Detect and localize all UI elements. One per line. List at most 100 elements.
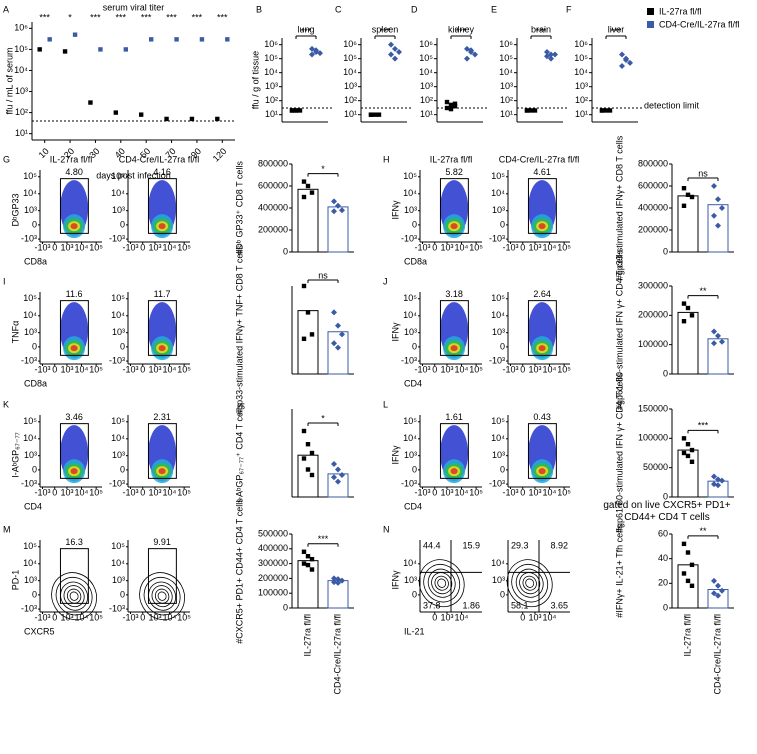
- flow-tick-label: 10⁵: [177, 364, 191, 374]
- flow-tick-label: 0: [500, 589, 505, 599]
- contour: [69, 591, 79, 601]
- significance: ***: [301, 26, 312, 36]
- data-point: [689, 459, 695, 464]
- flow-tick-label: -10³: [414, 364, 430, 374]
- flow-tick-label: -10³: [21, 233, 37, 243]
- contour: [525, 578, 535, 588]
- y-tick-label: 10³: [265, 81, 278, 91]
- data-point: [339, 207, 345, 214]
- y-tick-label: 400000: [258, 202, 288, 212]
- data-point: [392, 45, 398, 52]
- chart-title: kidney: [448, 24, 475, 34]
- flow-x-label: CD8a: [24, 378, 47, 388]
- data-point: [715, 222, 721, 229]
- flow-tick-label: -10³: [401, 233, 417, 243]
- data-point: [189, 116, 195, 122]
- flow-tick-label: -10³: [489, 233, 505, 243]
- y-tick-label: 10⁵: [343, 53, 357, 63]
- data-point: [309, 567, 315, 572]
- y-tick-label: 100000: [258, 588, 288, 598]
- flow-tick-label: 10⁴: [75, 612, 89, 622]
- density: [158, 468, 166, 475]
- flow-tick-label: -10³: [21, 478, 37, 488]
- y-tick-label: 10²: [265, 95, 278, 105]
- y-tick-label: 0: [663, 246, 668, 256]
- data-point: [305, 562, 311, 568]
- data-point: [335, 344, 341, 351]
- data-point: [689, 583, 695, 588]
- data-point: [711, 590, 717, 597]
- y-axis-label: I-AᵇGP₆₇₋₇₇⁺ CD4 T cells: [234, 403, 244, 502]
- flow-tick-label: -10³: [109, 478, 125, 488]
- flow-tick-label: 10⁴: [163, 242, 177, 252]
- flow-tick-label: 10⁵: [177, 612, 191, 622]
- gate-label: 4.80: [65, 167, 83, 177]
- panel-letter: M: [3, 524, 11, 534]
- data-point: [711, 577, 717, 584]
- y-tick-label: 150000: [638, 403, 668, 413]
- flow-tick-label: 10⁴: [491, 433, 505, 443]
- y-tick-label: 100000: [638, 433, 668, 443]
- data-point: [472, 51, 478, 58]
- y-tick-label: 10⁶: [499, 39, 513, 49]
- flow-tick-label: 10⁵: [111, 171, 125, 181]
- y-tick-label: 10²: [500, 95, 513, 105]
- chart-title: liver: [608, 24, 625, 34]
- data-point: [689, 562, 695, 568]
- bar: [677, 564, 699, 609]
- flow-tick-label: 10⁵: [557, 364, 571, 374]
- panel-letter: A: [3, 4, 9, 14]
- y-tick-label: 200000: [638, 310, 668, 320]
- flow-tick-label: 10⁵: [89, 487, 103, 497]
- y-tick-label: 0: [663, 491, 668, 501]
- data-point: [317, 50, 323, 57]
- data-point: [98, 47, 103, 52]
- y-tick-label: 800000: [638, 158, 668, 168]
- contour: [519, 572, 541, 595]
- data-point: [309, 450, 315, 456]
- gate: [527, 423, 557, 479]
- data-point: [225, 37, 230, 42]
- flow-tick-label: 0: [52, 242, 57, 252]
- flow-tick-label: 10⁴: [163, 364, 177, 374]
- flow-tick-label: 10⁴: [75, 487, 89, 497]
- significance: ns: [698, 168, 708, 178]
- gate-label: 11.6: [66, 289, 83, 299]
- flow-tick-label: 0: [432, 364, 437, 374]
- y-tick-label: 500000: [258, 528, 288, 538]
- data-point: [719, 205, 725, 211]
- flow-tick-label: 10³: [528, 364, 541, 374]
- data-point: [376, 112, 382, 117]
- data-point: [293, 108, 299, 113]
- data-point: [396, 49, 402, 55]
- flow-tick-label: 0: [520, 612, 525, 622]
- gate: [59, 423, 89, 479]
- flow-tick-label: 10³: [112, 205, 125, 215]
- density: [70, 468, 78, 475]
- y-tick-label: 10⁵: [14, 44, 28, 54]
- flow-tick-label: 10³: [24, 450, 37, 460]
- significance: ***: [456, 26, 467, 36]
- data-point: [627, 59, 633, 66]
- contour: [522, 575, 537, 591]
- significance: **: [699, 286, 707, 296]
- gate-label: 1.61: [445, 412, 463, 422]
- flow-tick-label: 10⁴: [543, 612, 557, 622]
- flow-tick-label: 10⁵: [23, 416, 37, 426]
- flow-tick-label: 10³: [148, 487, 161, 497]
- data-point: [544, 53, 550, 60]
- y-axis-label: #gp33-stimulated IFNγ+ CD8 T cells: [614, 135, 624, 280]
- flow-tick-label: 10³: [112, 575, 125, 585]
- flow-tick-label: 0: [32, 341, 37, 351]
- flow-tick-label: -10³: [401, 478, 417, 488]
- flow-tick-label: 10⁴: [455, 364, 469, 374]
- y-tick-label: 10⁶: [574, 39, 588, 49]
- data-point: [689, 194, 695, 200]
- data-point: [301, 549, 307, 554]
- flow-tick-label: 10⁴: [23, 433, 37, 443]
- gate-label: 15.9: [462, 540, 480, 550]
- flow-tick-label: -10³: [34, 242, 50, 252]
- y-tick-label: 800000: [258, 158, 288, 168]
- bar: [327, 473, 349, 498]
- flow-tick-label: 10⁴: [543, 242, 557, 252]
